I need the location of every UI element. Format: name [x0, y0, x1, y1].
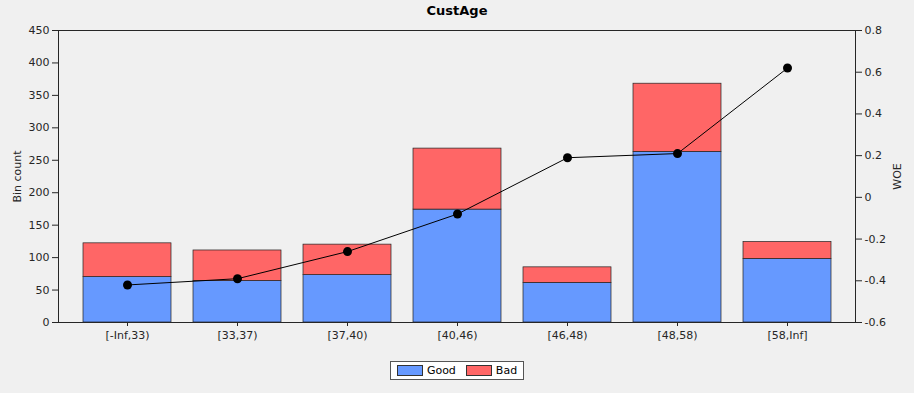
svg-text:-0.2: -0.2: [865, 233, 886, 246]
svg-text:0.6: 0.6: [865, 66, 883, 79]
svg-text:[46,48): [46,48): [547, 329, 587, 342]
svg-text:[58,Inf]: [58,Inf]: [767, 329, 807, 342]
svg-text:100: 100: [29, 251, 50, 264]
svg-text:[48,58): [48,58): [657, 329, 697, 342]
html-text:CustAge: CustAge: [426, 3, 488, 18]
svg-text:-0.6: -0.6: [865, 316, 886, 329]
svg-text:[33,37): [33,37): [217, 329, 257, 342]
svg-text:200: 200: [29, 186, 50, 199]
svg-text:0: 0: [865, 191, 872, 204]
html-text:Good: Good: [426, 363, 456, 377]
svg-text:[40,46): [40,46): [437, 329, 477, 342]
svg-text:-0.4: -0.4: [865, 274, 886, 287]
svg-text:0.2: 0.2: [865, 149, 883, 162]
svg-text:300: 300: [29, 121, 50, 134]
svg-text:Bin count: Bin count: [11, 150, 24, 203]
html-text:Bad: Bad: [495, 363, 518, 377]
svg-text:50: 50: [36, 284, 50, 297]
svg-text:[37,40): [37,40): [327, 329, 367, 342]
svg-text:400: 400: [29, 56, 50, 69]
svg-text:150: 150: [29, 219, 50, 232]
svg-text:[-Inf,33): [-Inf,33): [105, 329, 149, 342]
svg-text:WOE: WOE: [891, 163, 904, 190]
svg-text:0.8: 0.8: [865, 24, 883, 37]
svg-text:250: 250: [29, 154, 50, 167]
svg-text:0: 0: [43, 316, 50, 329]
svg-text:0.4: 0.4: [865, 107, 883, 120]
svg-text:350: 350: [29, 89, 50, 102]
svg-text:450: 450: [29, 24, 50, 37]
